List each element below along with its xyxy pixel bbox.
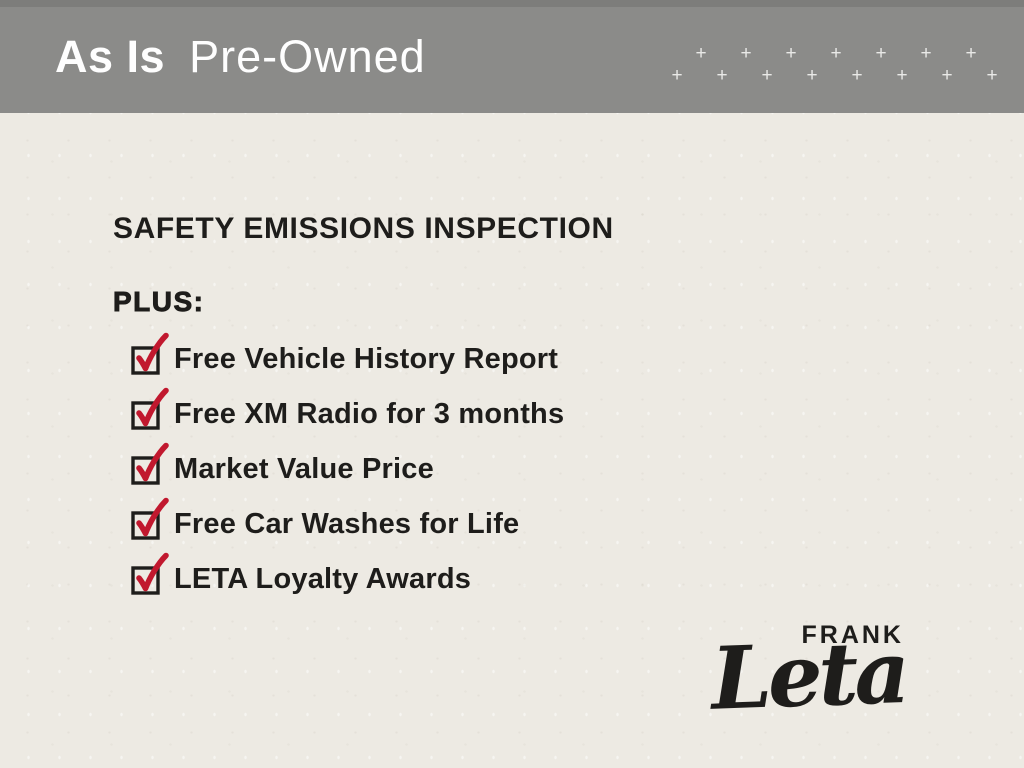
checkbox-checked-icon bbox=[131, 497, 169, 540]
checklist-item: Market Value Price bbox=[130, 441, 564, 485]
plus-icon: + bbox=[965, 43, 977, 64]
plus-icon: + bbox=[761, 65, 773, 86]
plus-icon: + bbox=[740, 43, 752, 64]
plus-icon: + bbox=[875, 43, 887, 64]
header-bar: As Is Pre-Owned + + + + + + + + + + + + + + + bbox=[0, 0, 1024, 113]
plus-icon: + bbox=[896, 65, 908, 86]
checklist-item: Free Car Washes for Life bbox=[130, 496, 564, 540]
checkbox-checked-icon bbox=[131, 387, 169, 430]
slide-title-primary: As Is bbox=[55, 31, 166, 82]
plus-row-top: + + + + + + + bbox=[694, 43, 978, 64]
checklist-item-label: Free XM Radio for 3 months bbox=[174, 398, 565, 430]
benefits-checklist: Free Vehicle History Report Free XM Radi… bbox=[130, 331, 564, 606]
dealer-logo: FRANK Leta bbox=[676, 621, 908, 730]
plus-icon: + bbox=[941, 65, 953, 86]
plus-icon: + bbox=[695, 43, 707, 64]
checklist-item-label: Free Vehicle History Report bbox=[174, 343, 559, 375]
checklist-item-label: LETA Loyalty Awards bbox=[174, 563, 472, 595]
slide-title-secondary: Pre-Owned bbox=[189, 31, 426, 82]
checkbox-checked-icon bbox=[131, 442, 169, 485]
checklist-item: Free XM Radio for 3 months bbox=[130, 386, 564, 430]
checklist-item: Free Vehicle History Report bbox=[130, 331, 564, 375]
slide-title: As Is Pre-Owned bbox=[0, 34, 426, 79]
plus-icon: + bbox=[986, 65, 998, 86]
checklist-item-label: Market Value Price bbox=[174, 453, 434, 485]
section-subheading: PLUS: bbox=[113, 286, 205, 318]
checkbox-checked-icon bbox=[131, 332, 169, 375]
plus-icon: + bbox=[806, 65, 818, 86]
section-heading: SAFETY EMISSIONS INSPECTION bbox=[113, 212, 614, 245]
logo-leta-script: Leta bbox=[709, 622, 908, 731]
checklist-item: LETA Loyalty Awards bbox=[130, 551, 564, 595]
plus-icon: + bbox=[785, 43, 797, 64]
logo-frank-text: FRANK bbox=[801, 621, 904, 650]
plus-icon: + bbox=[851, 65, 863, 86]
plus-icon: + bbox=[830, 43, 842, 64]
plus-icon: + bbox=[716, 65, 728, 86]
plus-pattern: + + + + + + + + + + + + + + + bbox=[624, 0, 1024, 113]
plus-icon: + bbox=[920, 43, 932, 64]
checkbox-checked-icon bbox=[131, 552, 169, 595]
plus-icon: + bbox=[671, 65, 683, 86]
checklist-item-label: Free Car Washes for Life bbox=[174, 508, 520, 540]
plus-row-bottom: + + + + + + + + bbox=[670, 65, 999, 86]
